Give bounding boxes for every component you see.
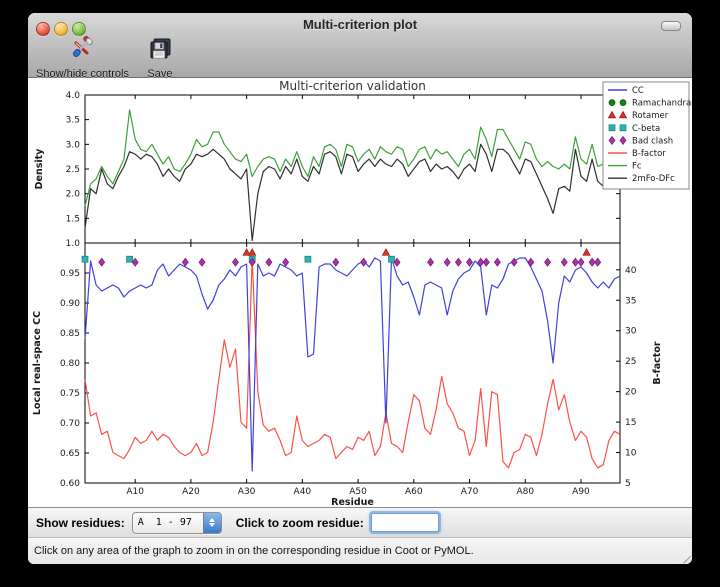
svg-text:2.5: 2.5 — [66, 165, 80, 175]
save-button[interactable]: Save — [145, 36, 175, 80]
svg-text:Ramachandran: Ramachandran — [632, 99, 692, 109]
show-residues-select[interactable]: A 1 - 97 — [131, 511, 222, 534]
toolbar: Show/hide controls Save — [34, 36, 175, 80]
svg-text:3.0: 3.0 — [66, 140, 81, 150]
svg-text:0.70: 0.70 — [60, 419, 80, 429]
zoom-residue-input[interactable] — [370, 513, 439, 532]
bad-clash-markers — [98, 257, 602, 267]
rotamer-markers — [242, 248, 591, 256]
cc-line — [84, 257, 621, 472]
svg-text:40: 40 — [625, 266, 637, 276]
zoom-button[interactable] — [72, 22, 86, 36]
b-factor-line — [84, 257, 621, 469]
svg-text:A80: A80 — [516, 487, 534, 497]
window-title: Multi-criterion plot — [302, 17, 418, 32]
control-bar: Show residues: A 1 - 97 Click to zoom re… — [28, 507, 692, 537]
show-residues-label: Show residues: — [36, 515, 125, 530]
svg-text:A30: A30 — [238, 487, 256, 497]
show-hide-controls-button[interactable]: Show/hide controls — [34, 36, 131, 80]
svg-text:CC: CC — [632, 86, 644, 96]
svg-text:A60: A60 — [405, 487, 423, 497]
traffic-lights — [36, 22, 86, 36]
svg-text:1.5: 1.5 — [66, 214, 80, 224]
svg-text:1.0: 1.0 — [66, 239, 81, 249]
multi-criterion-chart: Multi-criterion validation A10 A20 A30 A40 A5… — [32, 79, 692, 508]
fc-line — [84, 109, 621, 207]
svg-text:10: 10 — [625, 449, 637, 459]
save-label: Save — [147, 68, 173, 80]
svg-text:A70: A70 — [461, 487, 479, 497]
resize-grip-icon[interactable] — [678, 550, 691, 563]
svg-text:Fc: Fc — [632, 162, 642, 172]
toolbar-toggle-lozenge[interactable] — [661, 21, 681, 31]
status-message: Click on any area of the graph to zoom i… — [34, 545, 474, 557]
top-axes — [84, 94, 621, 244]
floppy-disk-icon — [147, 36, 173, 67]
svg-text:A50: A50 — [349, 487, 367, 497]
svg-text:20: 20 — [625, 388, 637, 398]
status-bar: Click on any area of the graph to zoom i… — [28, 537, 692, 564]
svg-text:B-factor: B-factor — [652, 341, 663, 384]
svg-text:2.0: 2.0 — [66, 190, 81, 200]
title-bar[interactable]: Multi-criterion plot — [28, 13, 692, 36]
svg-text:0.95: 0.95 — [60, 269, 80, 279]
svg-text:15: 15 — [625, 418, 636, 428]
svg-text:2mFo-DFc: 2mFo-DFc — [632, 174, 675, 184]
svg-text:Residue: Residue — [331, 497, 374, 507]
svg-text:0.80: 0.80 — [60, 359, 80, 369]
legend: CC Ramachandran Rotamer C-beta Bad clash B-fa… — [602, 81, 692, 190]
tools-icon — [69, 36, 95, 67]
plot-figure[interactable]: Multi-criterion validation A10 A20 A30 A40 A5… — [28, 78, 692, 508]
svg-text:3.5: 3.5 — [66, 116, 80, 126]
svg-text:Bad clash: Bad clash — [632, 136, 673, 146]
window-chrome: Multi-criterion plot Sho — [28, 13, 692, 80]
svg-text:4.0: 4.0 — [66, 91, 81, 101]
svg-text:Density: Density — [34, 148, 45, 190]
svg-text:Multi-criterion validation: Multi-criterion validation — [279, 79, 426, 93]
svg-text:C-beta: C-beta — [632, 124, 660, 134]
svg-text:5: 5 — [625, 479, 631, 489]
2mfo-dfc-line — [84, 128, 621, 242]
svg-text:A40: A40 — [294, 487, 312, 497]
svg-text:0.90: 0.90 — [60, 299, 80, 309]
svg-text:B-factor: B-factor — [632, 149, 666, 159]
svg-text:A10: A10 — [126, 487, 144, 497]
zoom-residue-label: Click to zoom residue: — [235, 515, 364, 530]
show-residues-value: A 1 - 97 — [137, 516, 192, 528]
minimize-button[interactable] — [54, 22, 68, 36]
svg-text:0.60: 0.60 — [60, 479, 80, 489]
svg-text:35: 35 — [625, 296, 636, 306]
svg-text:0.65: 0.65 — [60, 449, 80, 459]
svg-text:30: 30 — [625, 327, 637, 337]
svg-text:A20: A20 — [182, 487, 200, 497]
multi-criterion-plot-window: Multi-criterion plot Sho — [28, 13, 692, 564]
svg-text:0.85: 0.85 — [60, 329, 80, 339]
svg-text:Local real-space CC: Local real-space CC — [32, 311, 43, 415]
bottom-axes — [84, 242, 621, 484]
popup-stepper-icon — [202, 512, 221, 533]
show-hide-controls-label: Show/hide controls — [36, 68, 129, 80]
svg-text:A90: A90 — [572, 487, 590, 497]
close-button[interactable] — [36, 22, 50, 36]
svg-text:Rotamer: Rotamer — [632, 111, 669, 121]
svg-text:25: 25 — [625, 357, 636, 367]
svg-text:0.75: 0.75 — [60, 389, 80, 399]
